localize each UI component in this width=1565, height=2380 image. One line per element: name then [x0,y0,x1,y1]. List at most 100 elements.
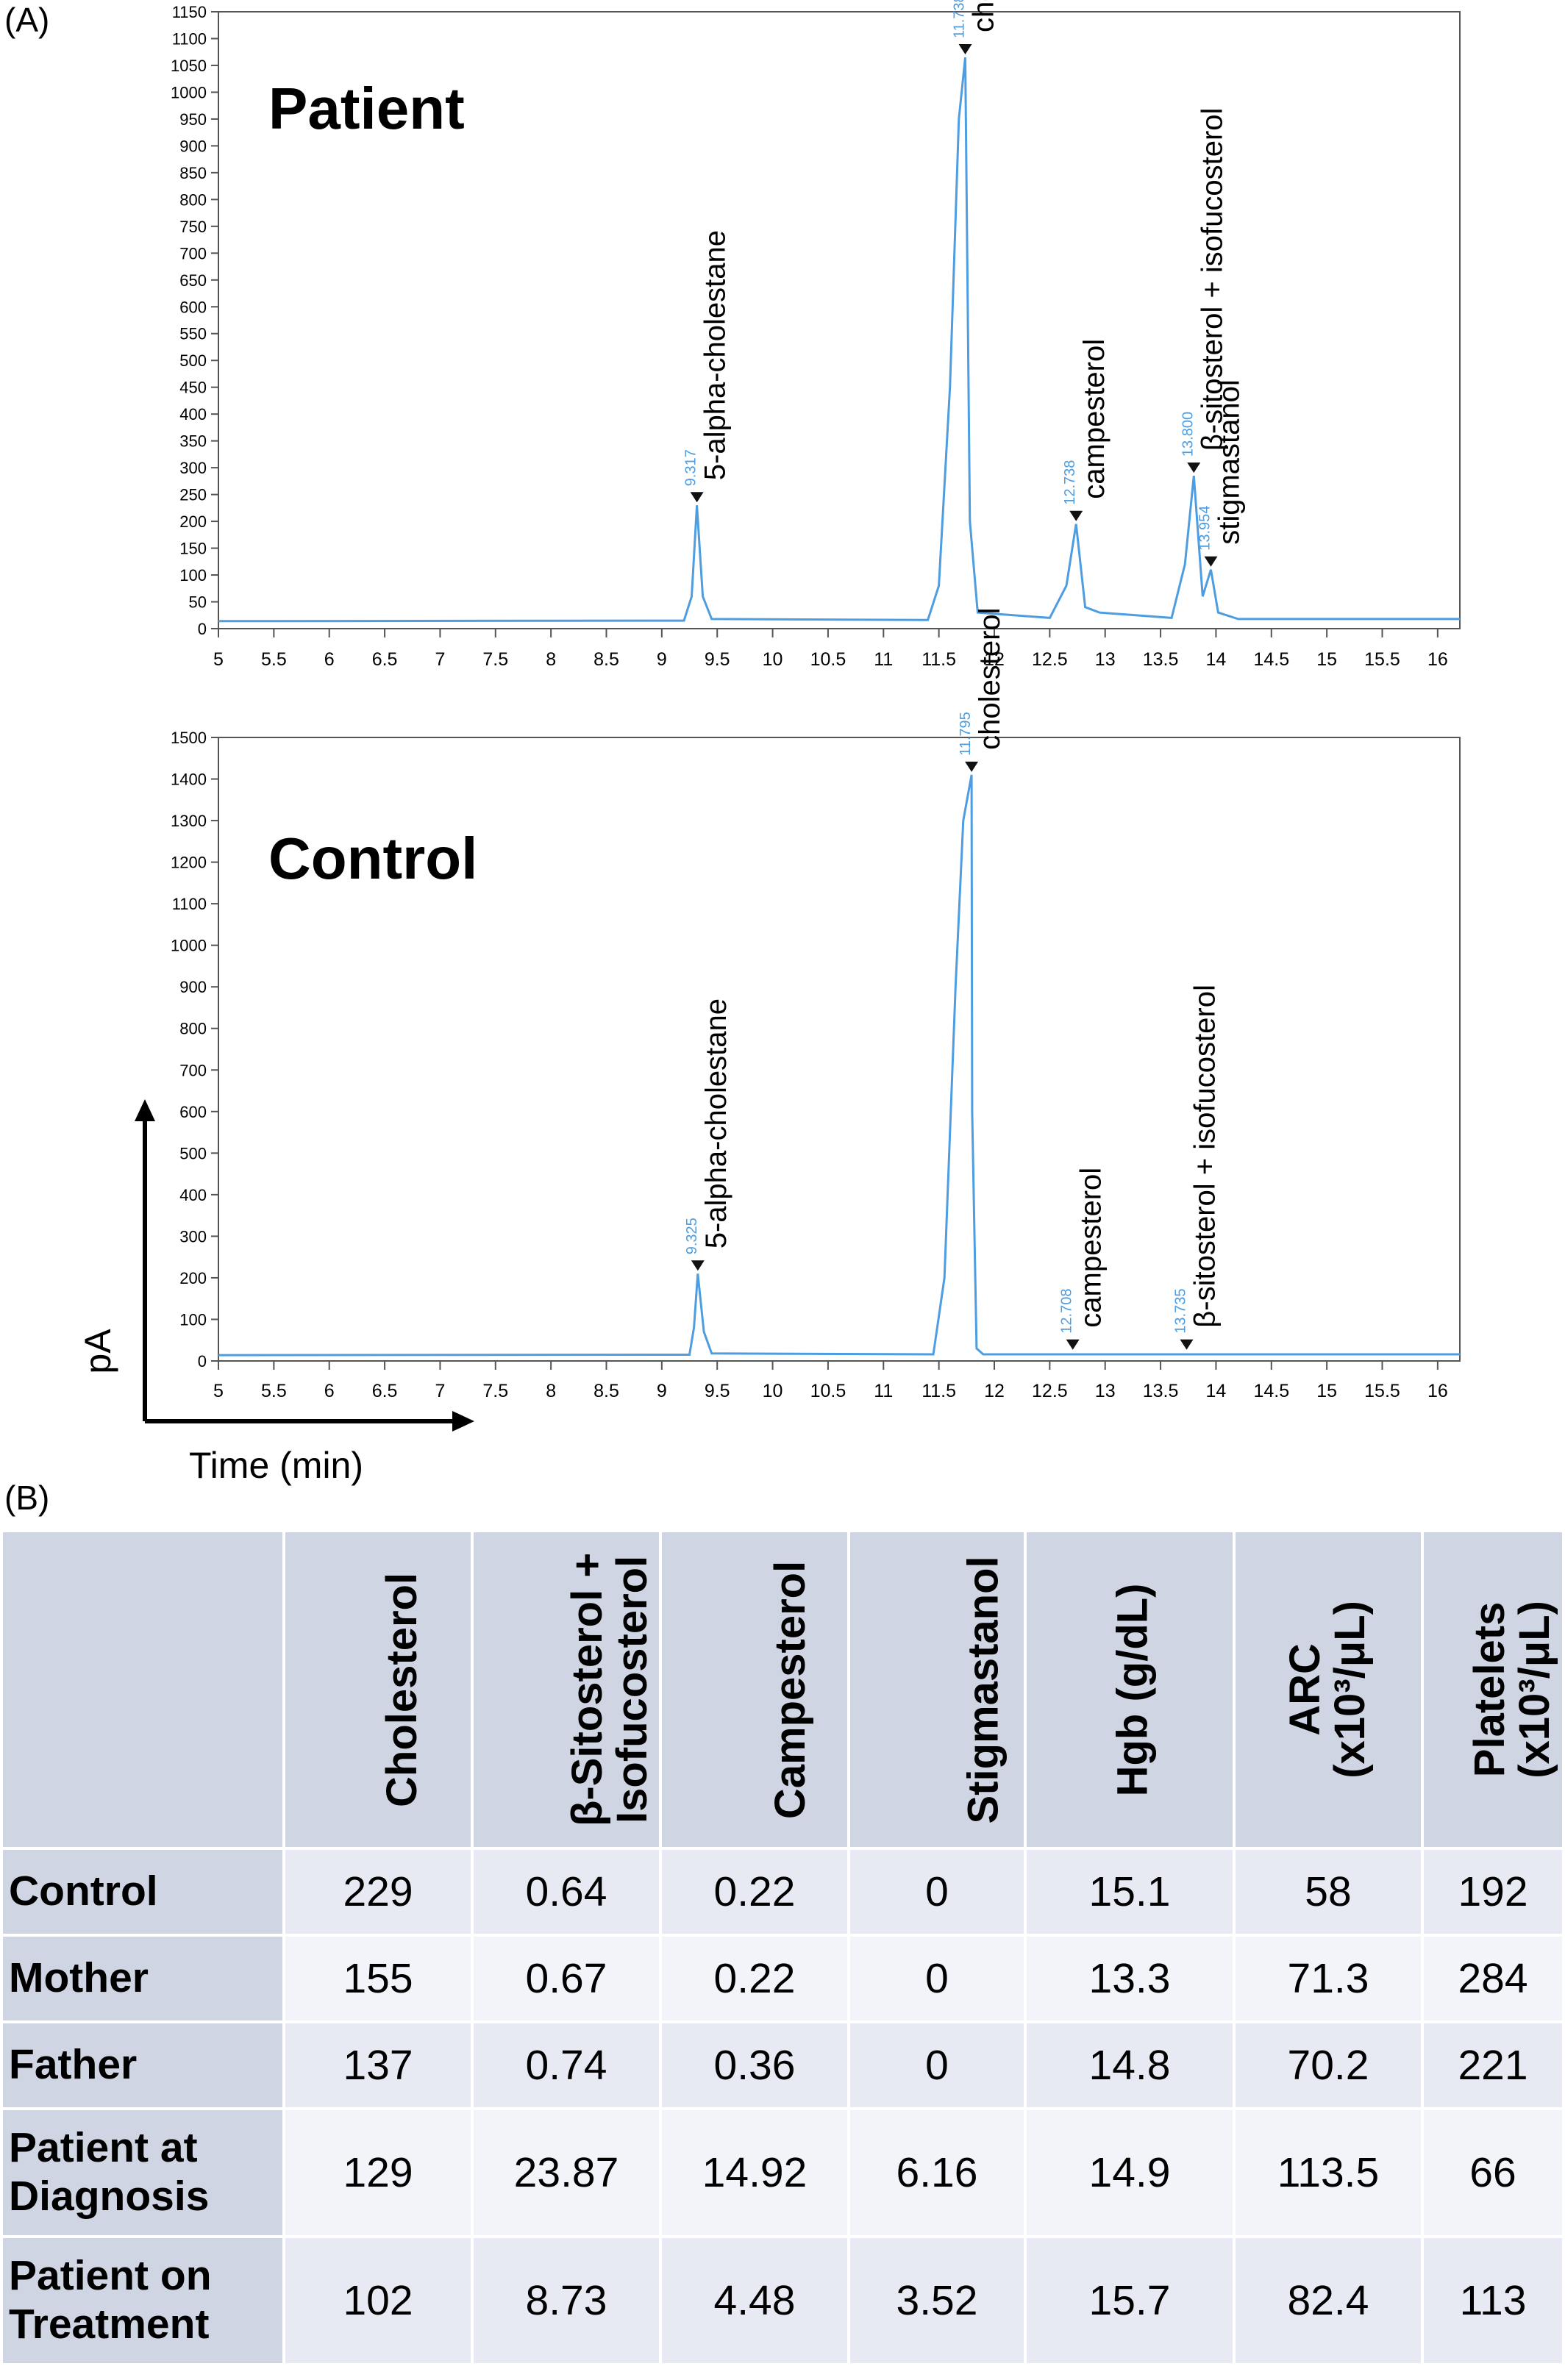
x-tick-label: 10.5 [810,649,846,670]
retention-time-label: 13.735 [1172,1289,1188,1334]
peak-marker [690,492,704,503]
y-tick-label: 950 [179,110,207,129]
x-tick-label: 14.5 [1253,649,1289,670]
table-cell: 58 [1233,1847,1424,1937]
x-tick-label: 9 [657,649,667,670]
plot-frame [218,737,1461,1362]
x-tick-label: 5 [213,1381,224,1401]
table-cell: 0.74 [471,2020,662,2110]
column-header-line1: β-Sitosterol + [563,1552,612,1827]
axis-arrows: pA Time (min) [77,1099,474,1486]
column-header-label: Campesterol [766,1560,815,1819]
column-header-label: Cholesterol [378,1572,427,1807]
x-tick-label: 10 [763,649,783,670]
x-tick-label: 14.5 [1253,1381,1289,1401]
retention-time-label: 12.708 [1059,1289,1075,1334]
compound-label: campesterol [1075,1168,1108,1328]
lab-values-table-wrap: Cholesterol β-Sitosterol + Isofucosterol Ca… [0,1529,1565,2366]
table-cell: 82.4 [1233,2235,1424,2366]
table-row: Patient at Diagnosis 129 23.87 14.92 6.16 14.9… [0,2107,1565,2238]
compound-label: cholesterol [974,607,1006,749]
table-cell: 102 [282,2235,474,2366]
column-header-line1: Hgb (g/dL) [1108,1583,1157,1796]
table-cell: 15.7 [1024,2235,1236,2366]
table-cell: 192 [1421,1847,1565,1937]
chart-title: Control [268,826,477,891]
x-tick-label: 15.5 [1364,1381,1400,1401]
x-tick-label: 5.5 [261,649,287,670]
row-label: Father [0,2020,285,2110]
x-tick-label: 16 [1427,1381,1448,1401]
table-cell: 0 [847,2020,1027,2110]
y-tick-label: 800 [179,1020,207,1038]
x-tick-label: 12 [984,649,1005,670]
y-tick-label: 600 [179,298,207,316]
table-cell: 3.52 [847,2235,1027,2366]
table-cell: 8.73 [471,2235,662,2366]
x-tick-label: 11 [874,1381,893,1401]
compound-label: 5-alpha-cholestane [699,230,732,480]
table-cell: 284 [1421,1934,1565,2023]
column-header-line2: Isofucosterol [608,1555,657,1824]
retention-time-label: 12.738 [1062,460,1078,505]
x-tick-label: 9.5 [705,649,730,670]
y-tick-label: 850 [179,164,207,182]
control-chromatogram: 0100200300400500600700800900100011001200… [171,607,1461,1401]
x-tick-label: 6.5 [372,1381,398,1401]
table-cell: 71.3 [1233,1934,1424,2023]
y-tick-label: 0 [198,620,207,638]
table-cell: 14.9 [1024,2107,1236,2238]
row-label-line1: Father [9,2041,138,2089]
x-tick-label: 13 [1095,649,1116,670]
x-tick-label: 14 [1206,649,1227,670]
y-tick-label: 600 [179,1103,207,1121]
table-row: Father 137 0.74 0.36 0 14.8 70.2 221 [0,2020,1565,2110]
table-cell: 70.2 [1233,2020,1424,2110]
column-header: Hgb (g/dL) [1024,1529,1236,1850]
x-tick-label: 14 [1206,1381,1227,1401]
column-header-line2: (x10³/μL) [1510,1601,1558,1779]
column-header-label: Platelets (x10³/μL) [1466,1601,1558,1779]
y-tick-label: 550 [179,325,207,343]
table-cell: 13.3 [1024,1934,1236,2023]
row-label-line1: Patient on [9,2252,212,2300]
corner-cell [0,1529,285,1850]
peak-marker [958,44,972,55]
y-tick-label: 700 [179,1061,207,1079]
x-tick-label: 6 [324,649,335,670]
row-label-line1: Mother [9,1954,149,2002]
table-row: Control 229 0.64 0.22 0 15.1 58 192 [0,1847,1565,1937]
compound-label: 5-alpha-cholestane [700,998,732,1248]
y-tick-label: 1150 [172,3,207,21]
column-header-label: β-Sitosterol + Isofucosterol [563,1552,657,1827]
x-tick-label: 6.5 [372,649,398,670]
column-header-line1: Cholesterol [378,1572,427,1807]
row-label-line2: Treatment [9,2301,210,2348]
column-header-line1: Campesterol [766,1560,815,1819]
y-tick-label: 900 [179,137,207,155]
lab-values-table: Cholesterol β-Sitosterol + Isofucosterol Ca… [0,1529,1565,2366]
x-tick-label: 7 [435,649,445,670]
y-tick-label: 500 [179,351,207,370]
chromatogram-figure: 0501001502002503003504004505005506006507… [77,0,1461,1486]
table-cell: 23.87 [471,2107,662,2238]
compound-label: cholesterol [968,0,1000,32]
y-tick-label: 1500 [171,729,207,747]
y-tick-label: 350 [179,432,207,451]
y-tick-label: 1400 [171,771,207,789]
y-tick-label: 0 [198,1352,207,1371]
x-axis-title: Time (min) [189,1445,363,1486]
y-tick-label: 1100 [172,29,207,48]
x-tick-label: 15 [1316,1381,1337,1401]
column-header-label: Hgb (g/dL) [1108,1583,1157,1796]
y-tick-label: 1000 [171,83,207,101]
peak-marker [1066,1339,1080,1350]
x-tick-label: 9.5 [705,1381,730,1401]
table-cell: 6.16 [847,2107,1027,2238]
table-cell: 0.36 [659,2020,850,2110]
x-tick-label: 8 [546,1381,556,1401]
chromatogram-trace [218,774,1460,1357]
y-tick-label: 1050 [171,57,207,75]
x-tick-label: 13.5 [1143,649,1179,670]
table-cell: 0 [847,1934,1027,2023]
